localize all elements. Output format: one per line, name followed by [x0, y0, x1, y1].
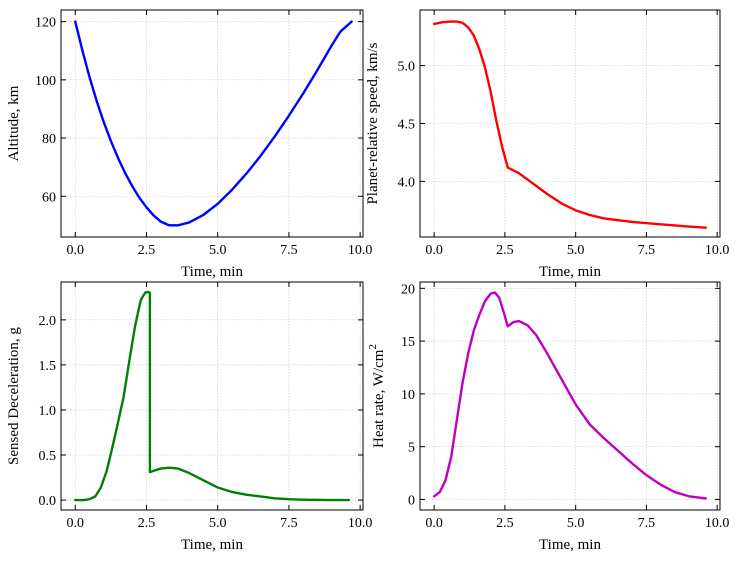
y-tick-label: 0.5	[39, 449, 57, 464]
y-tick-label: 4.0	[398, 175, 416, 190]
y-tick-label: 5	[408, 441, 415, 456]
y-tick-label: 60	[42, 190, 56, 205]
y-tick-label: 0	[408, 493, 415, 508]
y-tick-label: 20	[401, 282, 415, 297]
series-line-speed	[434, 22, 706, 228]
y-tick-label: 2.0	[39, 314, 57, 329]
x-tick-label: 5.0	[209, 516, 227, 531]
y-tick-label: 10	[401, 388, 415, 403]
x-tick-label: 5.0	[567, 516, 585, 531]
x-tick-label: 2.5	[138, 243, 156, 258]
x-tick-label: 2.5	[496, 516, 514, 531]
x-tick-label: 7.5	[638, 243, 656, 258]
y-tick-label: 5.0	[398, 60, 416, 75]
x-tick-label: 2.5	[138, 516, 156, 531]
x-tick-label: 0.0	[66, 516, 84, 531]
y-axis-label: Altitude, km	[6, 85, 22, 161]
chart-panel-heat-rate: 0.0 2.5 5.0 7.5 10.0 0 5 10 15 20 Time, min Heat ra…	[367, 282, 729, 553]
chart-panel-speed: 0.0 2.5 5.0 7.5 10.0 4.0 4.5 5.0 Time, min Planet…	[365, 10, 729, 280]
y-axis-label: Heat rate, W/cm2	[367, 344, 387, 448]
chart-panel-deceleration: 0.0 2.5 5.0 7.5 10.0 0.0 0.5 1.0 1.5 2.0 Time, min…	[6, 282, 372, 553]
y-tick-label: 80	[42, 132, 56, 147]
x-axis-label: Time, min	[539, 264, 601, 280]
chart-panel-altitude: 0.0 2.5 5.0 7.5 10.0 60 80 100 120 Time, min Altit…	[6, 10, 372, 280]
y-tick-label: 1.5	[39, 359, 57, 374]
x-tick-label: 5.0	[567, 243, 585, 258]
y-tick-label: 15	[401, 335, 415, 350]
y-tick-label: 120	[35, 16, 56, 31]
x-tick-label: 7.5	[280, 516, 298, 531]
series-line-altitude	[75, 22, 351, 226]
x-tick-label: 7.5	[638, 516, 656, 531]
x-tick-label: 10.0	[348, 243, 373, 258]
x-axis-label: Time, min	[181, 264, 243, 280]
x-axis-label: Time, min	[181, 537, 243, 553]
plot-frame	[61, 10, 363, 237]
x-tick-label: 2.5	[496, 243, 514, 258]
series-line-heat-rate	[434, 293, 706, 499]
x-tick-label: 10.0	[705, 243, 730, 258]
x-tick-label: 0.0	[425, 516, 443, 531]
y-axis-label-superscript: 2	[367, 344, 379, 350]
x-tick-label: 10.0	[348, 516, 373, 531]
y-tick-label: 4.5	[398, 118, 416, 133]
y-tick-label: 100	[35, 74, 56, 89]
x-tick-label: 0.0	[425, 243, 443, 258]
series-line-deceleration	[75, 292, 349, 500]
x-axis-label: Time, min	[539, 537, 601, 553]
plot-frame	[61, 282, 363, 510]
x-tick-label: 0.0	[66, 243, 84, 258]
y-axis-label: Planet-relative speed, km/s	[365, 42, 381, 204]
y-tick-label: 0.0	[39, 494, 57, 509]
y-tick-label: 1.0	[39, 404, 57, 419]
y-axis-label: Sensed Deceleration, g	[6, 327, 22, 465]
x-tick-label: 5.0	[209, 243, 227, 258]
x-tick-label: 7.5	[280, 243, 298, 258]
x-tick-label: 10.0	[705, 516, 730, 531]
